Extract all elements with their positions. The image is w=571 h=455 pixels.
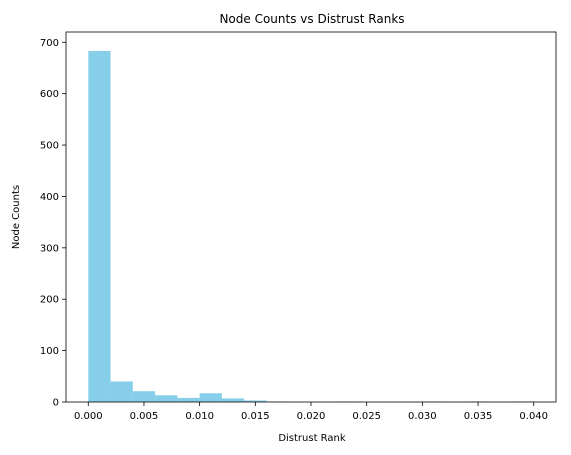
- y-tick-label: 200: [40, 295, 59, 306]
- y-tick-label: 700: [40, 38, 59, 49]
- y-tick-label: 600: [40, 89, 59, 100]
- histogram-bar: [199, 393, 222, 402]
- x-tick-label: 0.015: [241, 411, 270, 422]
- histogram-bar: [155, 395, 178, 402]
- histogram-bar: [88, 51, 111, 403]
- histogram-bar: [221, 398, 245, 402]
- y-tick-label: 400: [40, 192, 59, 203]
- x-axis-ticks: 0.000 0.005 0.010 0.015 0.020 0.025 0.030 0.035…: [74, 402, 548, 422]
- y-axis-label: Node Counts: [11, 185, 22, 249]
- x-tick-label: 0.025: [352, 411, 381, 422]
- y-tick-label: 0: [53, 398, 59, 409]
- x-tick-label: 0.010: [185, 411, 214, 422]
- x-axis-label: Distrust Rank: [278, 433, 346, 444]
- x-tick-label: 0.005: [130, 411, 159, 422]
- y-tick-label: 500: [40, 141, 59, 152]
- plot-frame: [65, 31, 557, 403]
- bars-group: [88, 51, 534, 403]
- y-tick-label: 100: [40, 346, 59, 357]
- x-tick-label: 0.020: [297, 411, 326, 422]
- x-tick-label: 0.000: [74, 411, 103, 422]
- y-axis-ticks: 0 100 200 300 400 500 600 700: [40, 38, 66, 409]
- histogram-bar: [244, 400, 267, 402]
- x-tick-label: 0.035: [464, 411, 493, 422]
- chart-title: Node Counts vs Distrust Ranks: [219, 12, 404, 26]
- histogram-bar: [110, 381, 133, 402]
- y-tick-label: 300: [40, 243, 59, 254]
- x-tick-label: 0.030: [408, 411, 437, 422]
- x-tick-label: 0.040: [519, 411, 548, 422]
- histogram-bar: [177, 397, 200, 402]
- histogram-bar: [132, 391, 156, 402]
